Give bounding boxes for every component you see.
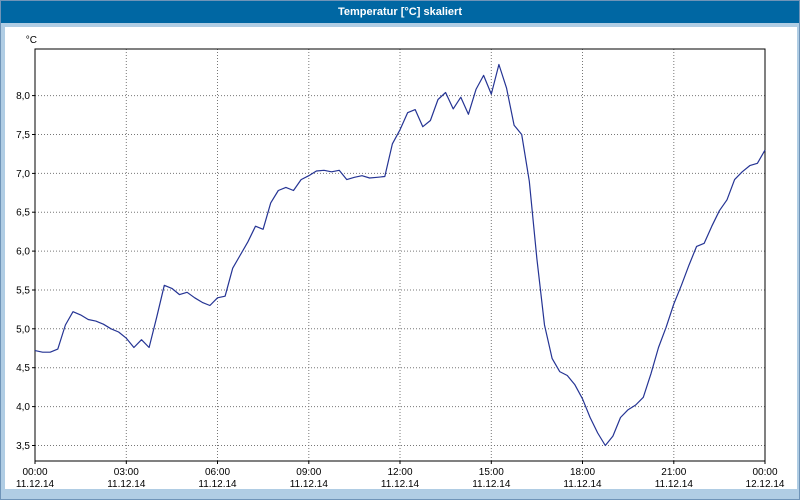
x-tick-date-label: 11.12.14	[472, 479, 511, 489]
y-tick-label: 5,0	[16, 324, 30, 335]
title-bar: Temperatur [°C] skaliert	[1, 1, 799, 23]
plot-border	[34, 48, 766, 462]
temperature-series-line	[34, 63, 766, 447]
x-tick-date-label: 12.12.14	[746, 479, 785, 489]
y-tick-label: 4,5	[16, 363, 30, 374]
chart-panel: °C 3,5 4,0 4,5 5,0 5,5 6,0 6,5 7,0 7,5 8,0 00:00 11…	[5, 27, 797, 489]
y-tick-label: 3,5	[16, 441, 30, 452]
y-tick-label: 4,0	[16, 402, 30, 413]
x-tick-time-label: 12:00	[387, 467, 412, 478]
y-tick-label: 7,5	[16, 130, 30, 141]
y-tick-label: 5,5	[16, 286, 30, 297]
y-tick-label: 7,0	[16, 169, 30, 180]
x-tick-time-label: 00:00	[752, 467, 777, 478]
y-tick-label: 6,0	[16, 247, 30, 258]
x-tick-date-label: 11.12.14	[107, 479, 146, 489]
x-tick-time-label: 00:00	[22, 467, 47, 478]
x-tick-time-label: 21:00	[661, 467, 686, 478]
x-tick-date-label: 11.12.14	[198, 479, 237, 489]
y-tick-label: 8,0	[16, 91, 30, 102]
x-tick-time-label: 06:00	[205, 467, 230, 478]
x-tick-time-label: 18:00	[570, 467, 595, 478]
x-tick-date-label: 11.12.14	[381, 479, 420, 489]
x-tick-date-label: 11.12.14	[655, 479, 694, 489]
temperature-line-chart: °C 3,54,04,55,05,56,06,57,07,58,000:0011…	[16, 35, 785, 489]
window-title: Temperatur [°C] skaliert	[337, 6, 462, 18]
x-tick-time-label: 09:00	[296, 467, 321, 478]
y-axis-unit-label: °C	[26, 35, 37, 46]
x-tick-time-label: 15:00	[479, 467, 504, 478]
x-tick-time-label: 03:00	[114, 467, 139, 478]
x-tick-date-label: 11.12.14	[16, 479, 55, 489]
x-tick-date-label: 11.12.14	[290, 479, 329, 489]
y-tick-label: 6,5	[16, 208, 30, 219]
x-tick-date-label: 11.12.14	[563, 479, 602, 489]
